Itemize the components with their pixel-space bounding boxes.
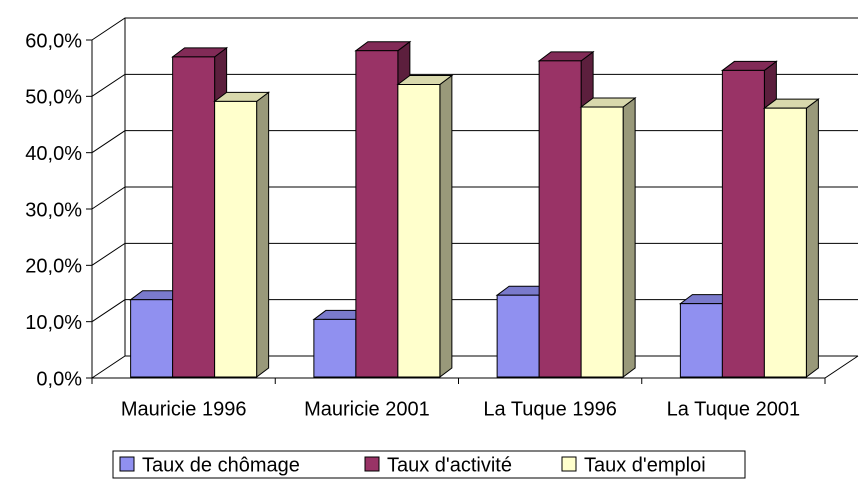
bar bbox=[679, 303, 723, 378]
bar-side bbox=[622, 97, 636, 378]
bar-side bbox=[256, 91, 270, 378]
bar bbox=[214, 100, 258, 378]
x-tick-label: La Tuque 1996 bbox=[483, 398, 616, 420]
bar bbox=[313, 318, 357, 378]
y-tick-label: 50,0% bbox=[25, 87, 82, 109]
x-tick-label: Mauricie 1996 bbox=[121, 398, 247, 420]
bar bbox=[397, 84, 441, 378]
bar bbox=[496, 294, 540, 378]
bar bbox=[538, 60, 582, 378]
bar bbox=[172, 56, 216, 378]
bar bbox=[763, 107, 807, 378]
legend-label: Taux de chômage bbox=[142, 454, 300, 476]
bar-side bbox=[439, 74, 453, 378]
x-tick-label: La Tuque 2001 bbox=[667, 398, 800, 420]
legend-swatch bbox=[364, 456, 380, 472]
y-tick-label: 20,0% bbox=[25, 256, 82, 278]
legend-swatch bbox=[119, 456, 135, 472]
bar bbox=[130, 299, 174, 378]
back-wall bbox=[92, 18, 858, 378]
legend-box bbox=[112, 450, 746, 479]
bar bbox=[580, 106, 624, 378]
bar bbox=[355, 50, 399, 378]
y-tick-label: 40,0% bbox=[25, 143, 82, 165]
bar-side bbox=[805, 98, 819, 378]
y-tick-label: 30,0% bbox=[25, 199, 82, 221]
legend-label: Taux d'activité bbox=[387, 454, 512, 476]
bar bbox=[721, 69, 765, 378]
x-tick-label: Mauricie 2001 bbox=[304, 398, 430, 420]
y-tick-label: 60,0% bbox=[25, 30, 82, 52]
y-tick-label: 10,0% bbox=[25, 312, 82, 334]
y-tick-label: 0,0% bbox=[36, 368, 82, 390]
legend-swatch bbox=[561, 456, 577, 472]
legend-label: Taux d'emploi bbox=[584, 454, 706, 476]
